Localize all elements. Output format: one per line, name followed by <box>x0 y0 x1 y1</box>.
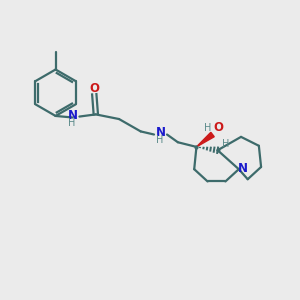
Text: O: O <box>213 121 223 134</box>
Text: N: N <box>156 125 166 139</box>
Text: H: H <box>204 123 211 133</box>
Text: H: H <box>222 139 229 149</box>
Text: N: N <box>238 162 248 175</box>
Text: H: H <box>156 135 164 145</box>
Text: N: N <box>68 109 78 122</box>
Text: O: O <box>89 82 99 95</box>
Text: H: H <box>68 118 75 128</box>
Polygon shape <box>196 132 214 147</box>
